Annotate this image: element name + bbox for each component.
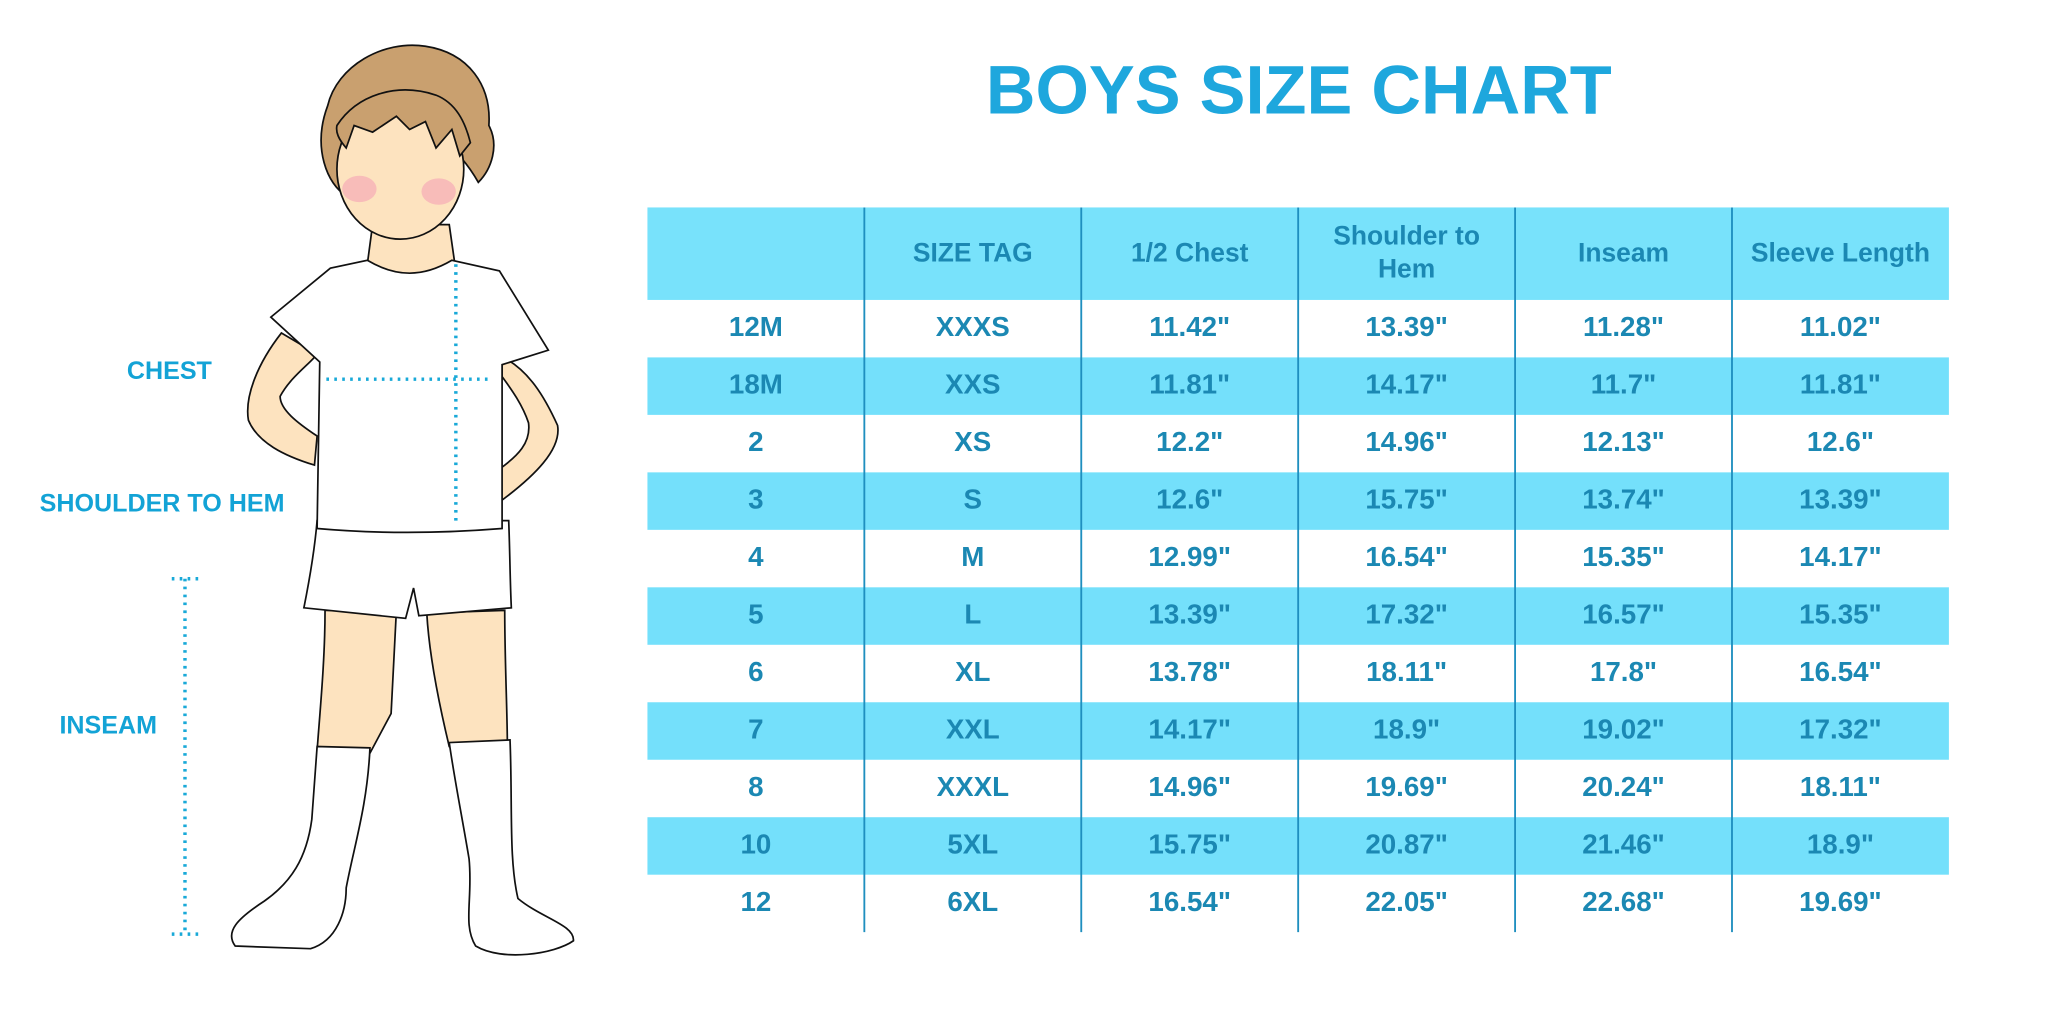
cell: 4 — [748, 541, 764, 572]
cell: 14.96" — [1365, 426, 1448, 457]
cell: 18.9" — [1807, 828, 1874, 859]
cell: 16.54" — [1148, 886, 1231, 917]
cell: 11.42" — [1149, 311, 1230, 342]
cell: 16.54" — [1365, 541, 1448, 572]
cell: 13.39" — [1148, 598, 1231, 629]
cell: 12.6" — [1156, 483, 1223, 514]
cell: 18.11" — [1366, 656, 1447, 687]
cell: XXL — [946, 713, 1000, 744]
cell: 6XL — [947, 886, 998, 917]
figure-label: SHOULDER TO HEM — [40, 489, 285, 517]
size-table: SIZE TAG 1/2 Chest Shoulder to Hem Inseam Sl… — [647, 207, 1949, 933]
title: BOYS SIZE CHART — [986, 51, 1612, 128]
column-header: Sleeve Length — [1750, 238, 1931, 268]
cell: 16.54" — [1799, 656, 1882, 687]
header-cell: SIZE TAG — [912, 238, 1033, 268]
cell: 12.99" — [1148, 541, 1231, 572]
cell: 21.46" — [1582, 828, 1665, 859]
column-header: Shoulder to Hem — [1333, 221, 1481, 285]
figure-label: INSEAM — [59, 711, 157, 739]
cell: 19.69" — [1365, 771, 1448, 802]
cell: 11.28" — [1583, 311, 1664, 342]
cell: 19.02" — [1582, 713, 1665, 744]
cell: 14.17" — [1365, 368, 1448, 399]
cell: 18.9" — [1373, 713, 1440, 744]
column-header: SIZE TAG — [912, 238, 1033, 268]
cell: 22.68" — [1582, 886, 1665, 917]
cell: 10 — [740, 828, 771, 859]
cell: 17.32" — [1365, 598, 1448, 629]
cell: 5XL — [947, 828, 998, 859]
cell: 5 — [748, 598, 763, 629]
cell: 14.96" — [1148, 771, 1231, 802]
cell: 13.78" — [1148, 656, 1231, 687]
figure-label: CHEST — [127, 357, 213, 385]
cell: 13.39" — [1799, 483, 1882, 514]
cell: 20.24" — [1582, 771, 1665, 802]
cell: XL — [955, 656, 990, 687]
cell: XS — [954, 426, 991, 457]
cell: 20.87" — [1365, 828, 1448, 859]
cell: 18M — [729, 368, 783, 399]
cell: 11.81" — [1149, 368, 1230, 399]
cell: 12.6" — [1807, 426, 1874, 457]
cell: 12.2" — [1156, 426, 1223, 457]
cell: XXXL — [937, 771, 1009, 802]
cell: 12 — [740, 886, 771, 917]
header-cell: Shoulder to Hem — [1333, 221, 1481, 285]
cell: 11.02" — [1800, 311, 1881, 342]
cell: 11.7" — [1591, 368, 1657, 399]
cell: 15.35" — [1582, 541, 1665, 572]
cell: 22.05" — [1365, 886, 1448, 917]
header-cell: Inseam — [1577, 238, 1670, 268]
cell: 16.57" — [1582, 598, 1665, 629]
cell: 15.75" — [1148, 828, 1231, 859]
cell: 14.17" — [1799, 541, 1882, 572]
header-cell: Sleeve Length — [1750, 238, 1931, 268]
cell: 13.39" — [1365, 311, 1448, 342]
cell: 14.17" — [1148, 713, 1231, 744]
column-header: Inseam — [1577, 238, 1670, 268]
cell: 19.69" — [1799, 886, 1882, 917]
cell: XXXS — [936, 311, 1010, 342]
header-cell: 1/2 Chest — [1130, 238, 1249, 268]
cell: 2 — [748, 426, 763, 457]
cell: 17.8" — [1590, 656, 1657, 687]
boy-illustration — [230, 44, 575, 956]
cell: 3 — [748, 483, 763, 514]
cell: 12M — [729, 311, 783, 342]
cell: 15.35" — [1799, 598, 1882, 629]
cell: 8 — [748, 771, 763, 802]
cell: XXS — [945, 368, 1001, 399]
cell: 13.74" — [1582, 483, 1665, 514]
cell: 15.75" — [1365, 483, 1448, 514]
cell: 17.32" — [1799, 713, 1882, 744]
cell: M — [961, 541, 984, 572]
measure-lines — [171, 264, 492, 936]
cell: 6 — [748, 656, 763, 687]
cell: L — [964, 598, 981, 629]
cell: 12.13" — [1582, 426, 1665, 457]
cell: 11.81" — [1800, 368, 1881, 399]
cell: 7 — [748, 713, 763, 744]
cell: S — [964, 483, 983, 514]
column-header: 1/2 Chest — [1130, 238, 1249, 268]
cell: 18.11" — [1800, 771, 1881, 802]
